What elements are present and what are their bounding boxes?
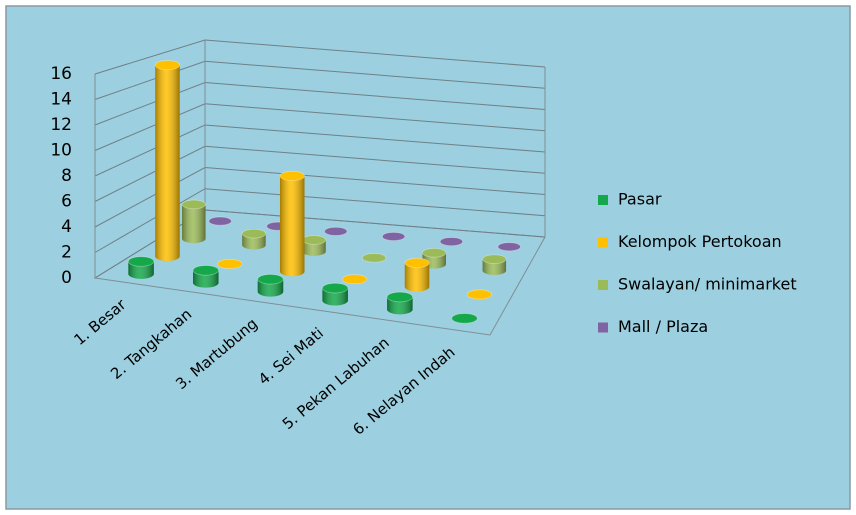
legend-swatch	[598, 280, 608, 290]
bar	[301, 235, 327, 256]
legend-label: Kelompok Pertokoan	[618, 232, 782, 251]
bar	[181, 199, 206, 244]
legend-label: Mall / Plaza	[618, 317, 708, 336]
bar	[451, 313, 478, 324]
y-tick-label: 8	[61, 166, 72, 186]
bar	[466, 289, 493, 300]
bar	[482, 254, 507, 275]
bar	[361, 253, 387, 263]
bar	[381, 231, 406, 241]
bar	[154, 60, 181, 261]
y-tick-label: 16	[50, 64, 72, 84]
bar	[217, 258, 243, 269]
legend: Pasar Kelompok Pertokoan Swalayan/ minimar…	[598, 190, 797, 336]
bar	[341, 274, 368, 285]
bar	[241, 228, 267, 250]
y-tick-label: 6	[61, 192, 72, 212]
bar	[386, 291, 413, 315]
bar	[279, 170, 305, 277]
bar	[324, 226, 348, 236]
bar	[439, 237, 464, 247]
bar	[257, 273, 284, 297]
y-tick-label: 4	[61, 217, 72, 237]
legend-label: Swalayan/ minimarket	[618, 275, 797, 294]
y-tick-label: 2	[61, 243, 72, 263]
y-tick-label: 10	[50, 141, 72, 161]
bar	[127, 256, 155, 279]
legend-label: Pasar	[618, 190, 662, 209]
y-tick-label: 12	[50, 115, 72, 135]
bar	[404, 257, 430, 292]
y-tick-label: 0	[61, 268, 72, 288]
legend-swatch	[598, 322, 608, 333]
y-tick-label: 14	[50, 90, 72, 110]
legend-swatch	[598, 195, 608, 205]
bar	[497, 242, 521, 252]
legend-swatch	[598, 237, 608, 248]
bar	[322, 282, 349, 306]
bar	[208, 216, 232, 226]
bar	[192, 265, 219, 288]
